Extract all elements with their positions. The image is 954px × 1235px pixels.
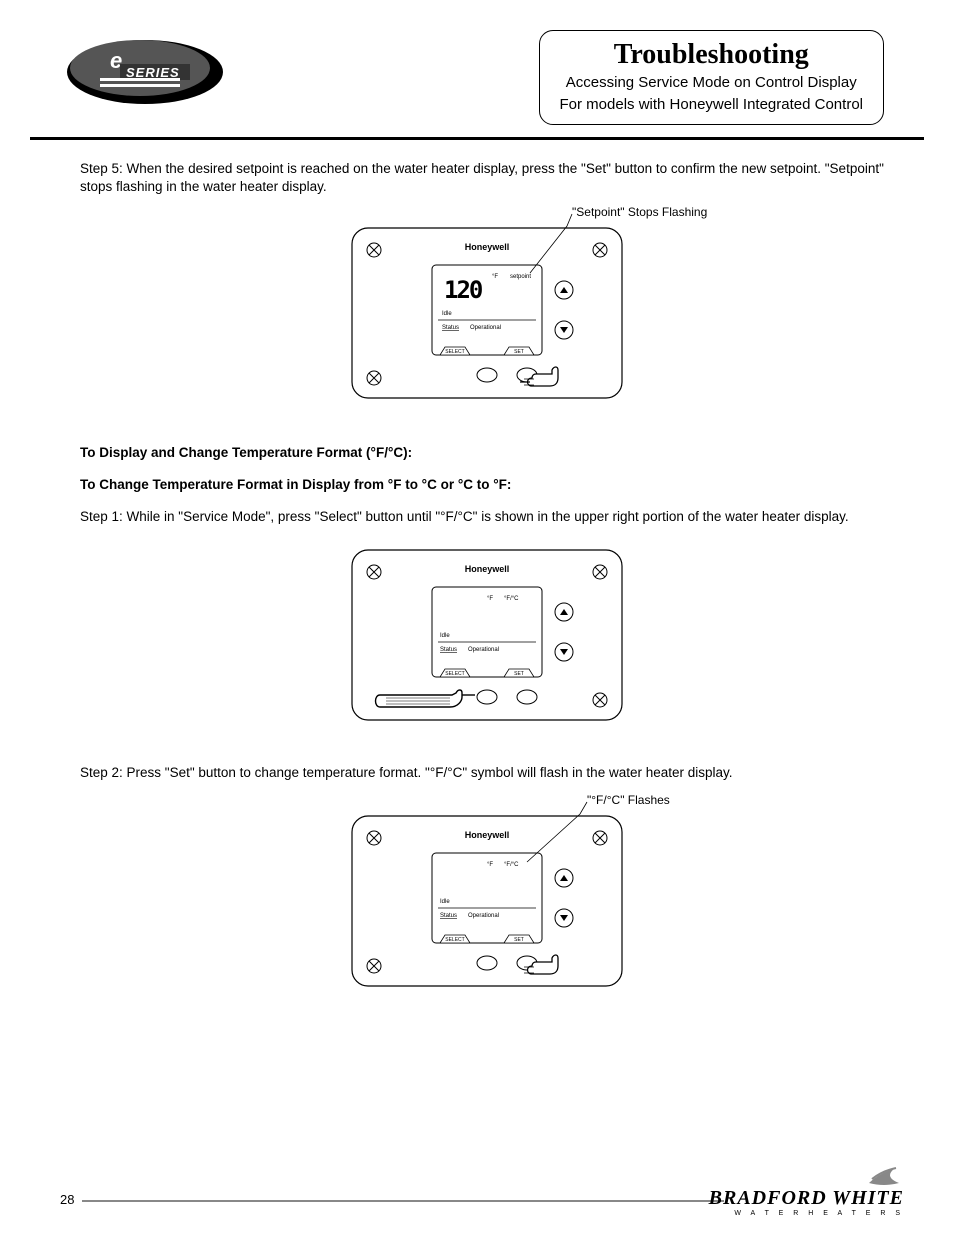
page-header: e SERIES Troubleshooting Accessing Servi… xyxy=(0,0,954,125)
svg-text:SET: SET xyxy=(514,671,524,677)
svg-text:Operational: Operational xyxy=(468,913,499,919)
heading-format: To Display and Change Temperature Format… xyxy=(80,444,894,462)
page-title: Troubleshooting xyxy=(560,39,863,71)
svg-text:°F: °F xyxy=(487,862,493,868)
series-logo: e SERIES xyxy=(60,30,230,115)
footer-tagline: W A T E R H E A T E R S xyxy=(709,1210,904,1217)
svg-text:SELECT: SELECT xyxy=(445,671,464,677)
content-area: Step 5: When the desired setpoint is rea… xyxy=(0,140,954,1001)
svg-text:Operational: Operational xyxy=(468,647,499,653)
title-box: Troubleshooting Accessing Service Mode o… xyxy=(539,30,884,125)
svg-text:SERIES: SERIES xyxy=(126,65,180,80)
callout-fc: "°F/°C" Flashes xyxy=(587,792,670,808)
page-subtitle1: Accessing Service Mode on Control Displa… xyxy=(560,73,863,93)
step5-text: Step 5: When the desired setpoint is rea… xyxy=(80,160,894,196)
svg-text:Operational: Operational xyxy=(470,325,501,331)
step1-text: Step 1: While in "Service Mode", press "… xyxy=(80,508,894,526)
svg-text:°F: °F xyxy=(492,274,498,280)
svg-text:°F/°C: °F/°C xyxy=(504,862,519,868)
svg-text:Idle: Idle xyxy=(440,633,450,639)
callout-setpoint: "Setpoint" Stops Flashing xyxy=(572,204,707,220)
svg-text:Status: Status xyxy=(442,325,459,331)
diagram3: "°F/°C" Flashes Honeywell °F °F/°C Idle … xyxy=(80,796,894,1001)
footer-brand: BRADFORD WHITE xyxy=(709,1187,904,1210)
svg-text:setpoint: setpoint xyxy=(510,274,531,280)
svg-text:SET: SET xyxy=(514,349,524,355)
svg-text:Status: Status xyxy=(440,647,457,653)
page-subtitle2: For models with Honeywell Integrated Con… xyxy=(560,95,863,115)
page-number: 28 xyxy=(60,1192,74,1207)
svg-text:SELECT: SELECT xyxy=(445,937,464,943)
footer-logo: BRADFORD WHITE W A T E R H E A T E R S xyxy=(709,1165,904,1217)
svg-text:Honeywell: Honeywell xyxy=(465,242,510,252)
svg-text:120: 120 xyxy=(444,276,483,304)
svg-text:°F/°C: °F/°C xyxy=(504,596,519,602)
svg-text:SELECT: SELECT xyxy=(445,349,464,355)
diagram2: Honeywell °F °F/°C Idle Status Operation… xyxy=(80,540,894,745)
step2-text: Step 2: Press "Set" button to change tem… xyxy=(80,764,894,782)
svg-text:Status: Status xyxy=(440,913,457,919)
svg-text:Idle: Idle xyxy=(440,899,450,905)
diagram1: "Setpoint" Stops Flashing Honeywell 120 … xyxy=(80,210,894,415)
heading-change: To Change Temperature Format in Display … xyxy=(80,476,894,494)
svg-text:Idle: Idle xyxy=(442,311,452,317)
svg-text:SET: SET xyxy=(514,937,524,943)
svg-text:Honeywell: Honeywell xyxy=(465,830,510,840)
footer-rule xyxy=(82,1200,724,1202)
svg-text:Honeywell: Honeywell xyxy=(465,564,510,574)
svg-text:°F: °F xyxy=(487,596,493,602)
